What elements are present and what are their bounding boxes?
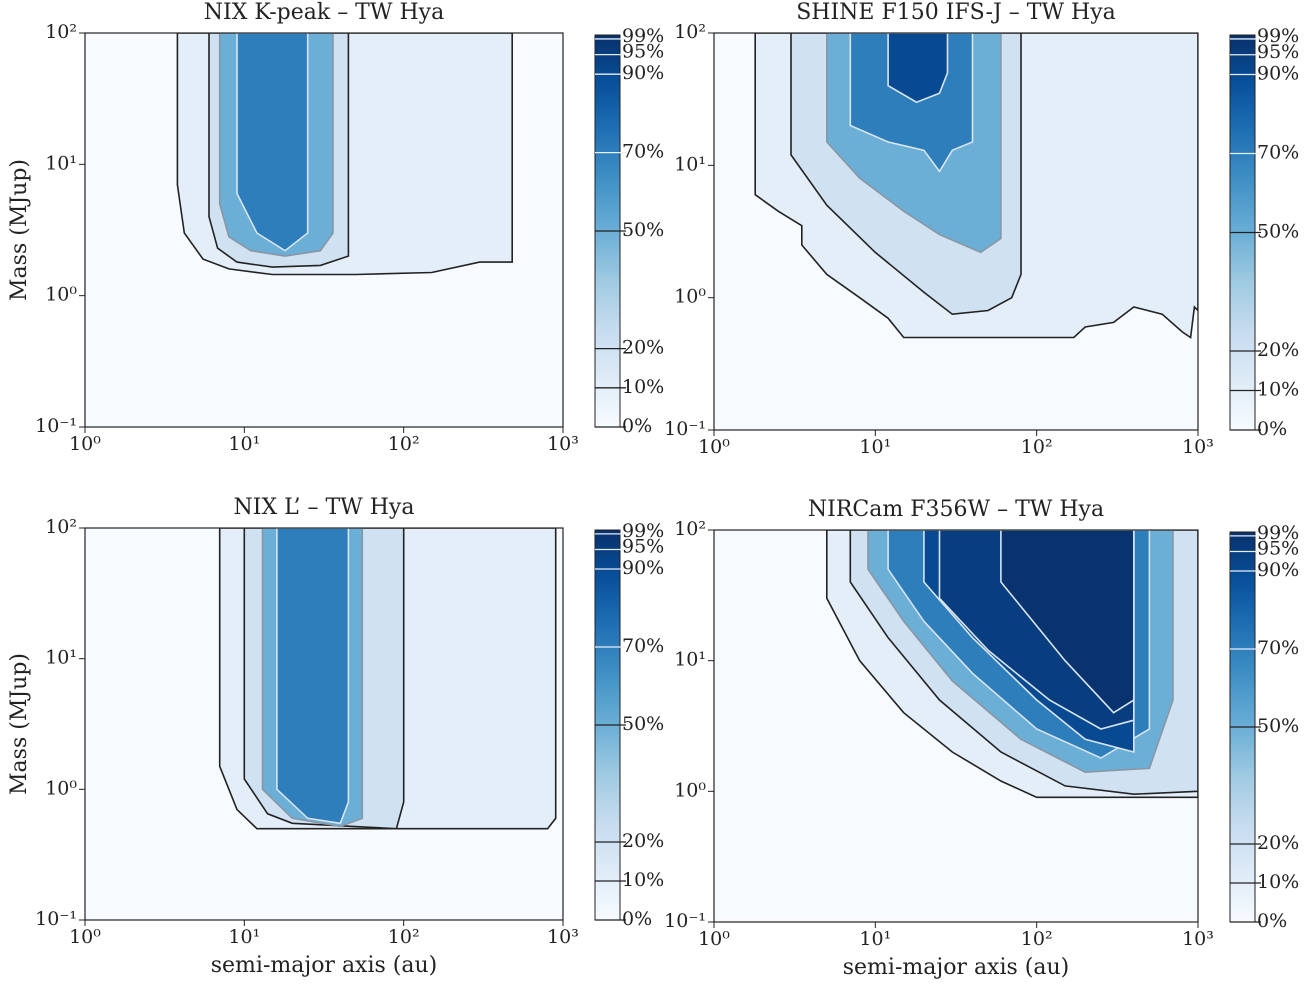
chart-title: NIX L’ – TW Hya bbox=[234, 495, 415, 520]
y-tick-label: 10⁻¹ bbox=[664, 910, 706, 932]
y-tick-label: 10² bbox=[45, 516, 77, 538]
colorbar-tick-label: 90% bbox=[1257, 63, 1299, 85]
contour bbox=[887, 33, 949, 104]
x-tick-label: 10⁰ bbox=[698, 436, 730, 458]
x-tick-label: 10² bbox=[388, 433, 420, 455]
colorbar-tick-label: 90% bbox=[1257, 559, 1299, 581]
y-tick-label: 10¹ bbox=[45, 647, 77, 669]
contour-group bbox=[218, 528, 557, 830]
x-tick-label: 10¹ bbox=[859, 928, 891, 950]
x-tick-label: 10¹ bbox=[859, 436, 891, 458]
x-tick-label: 10³ bbox=[547, 433, 579, 455]
colorbar-tick-label: 95% bbox=[622, 41, 664, 63]
colorbar-tick-label: 20% bbox=[1257, 832, 1299, 854]
x-tick-label: 10¹ bbox=[228, 926, 260, 948]
y-tick-label: 10¹ bbox=[674, 649, 706, 671]
colorbar-tick-label: 50% bbox=[1257, 715, 1299, 737]
colorbar-tick-label: 70% bbox=[1257, 142, 1299, 164]
x-tick-label: 10² bbox=[1021, 928, 1053, 950]
colorbar-tick-label: 99% bbox=[622, 520, 664, 542]
y-tick-label: 10⁰ bbox=[674, 286, 706, 308]
colorbar-tick-label: 70% bbox=[622, 635, 664, 657]
y-tick-label: 10⁻¹ bbox=[664, 418, 706, 440]
colorbar-tick-label: 95% bbox=[622, 536, 664, 558]
colorbar-tick-label: 10% bbox=[622, 376, 664, 398]
y-tick-label: 10² bbox=[674, 518, 706, 540]
contour bbox=[1000, 530, 1135, 714]
chart-title: NIRCam F356W – TW Hya bbox=[808, 497, 1104, 522]
plot-frame bbox=[713, 32, 1199, 431]
chart-title: SHINE F150 IFS-J – TW Hya bbox=[796, 0, 1116, 25]
colorbar-tick-label: 90% bbox=[622, 62, 664, 84]
colorbar-tick-label: 20% bbox=[622, 830, 664, 852]
colorbar-tick-label: 50% bbox=[1257, 221, 1299, 243]
y-tick-label: 10⁰ bbox=[45, 777, 77, 799]
plot-frame bbox=[84, 32, 564, 428]
colorbar-tick-label: 0% bbox=[1257, 418, 1287, 440]
colorbar-tick-label: 10% bbox=[622, 869, 664, 891]
colorbar-tick-label: 0% bbox=[1257, 910, 1287, 932]
contour-group bbox=[826, 530, 1198, 799]
y-tick-label: 10⁰ bbox=[674, 779, 706, 801]
x-tick-label: 10⁰ bbox=[69, 926, 101, 948]
contour bbox=[236, 33, 309, 252]
colorbar-tick-label: 95% bbox=[1257, 538, 1299, 560]
colorbar-tick-label: 95% bbox=[1257, 41, 1299, 63]
chart-title: NIX K-peak – TW Hya bbox=[204, 0, 444, 25]
plot-frame bbox=[713, 529, 1199, 923]
y-axis-label: Mass (MJup) bbox=[7, 159, 32, 301]
contour bbox=[276, 528, 350, 825]
colorbar-tick-label: 70% bbox=[1257, 637, 1299, 659]
x-tick-label: 10¹ bbox=[228, 433, 260, 455]
plot-frame bbox=[84, 527, 564, 921]
y-tick-label: 10² bbox=[674, 21, 706, 43]
x-axis-label: semi-major axis (au) bbox=[211, 953, 438, 978]
colorbar-tick-label: 0% bbox=[622, 415, 652, 437]
y-tick-label: 10¹ bbox=[45, 152, 77, 174]
x-tick-label: 10³ bbox=[1182, 436, 1214, 458]
y-tick-label: 10⁻¹ bbox=[35, 908, 77, 930]
colorbar-tick-label: 10% bbox=[1257, 379, 1299, 401]
colorbar-tick-label: 50% bbox=[622, 713, 664, 735]
colorbar-tick-label: 0% bbox=[622, 908, 652, 930]
colorbar-tick-label: 50% bbox=[622, 219, 664, 241]
x-tick-label: 10⁰ bbox=[698, 928, 730, 950]
colorbar-tick-label: 70% bbox=[622, 141, 664, 163]
contour-group bbox=[754, 33, 1198, 339]
x-tick-label: 10² bbox=[388, 926, 420, 948]
colorbar-tick-label: 99% bbox=[622, 25, 664, 47]
contour-group bbox=[176, 33, 513, 276]
y-tick-label: 10⁰ bbox=[45, 284, 77, 306]
x-axis-label: semi-major axis (au) bbox=[843, 955, 1070, 980]
y-tick-label: 10¹ bbox=[674, 153, 706, 175]
y-tick-label: 10² bbox=[45, 21, 77, 43]
x-tick-label: 10⁰ bbox=[69, 433, 101, 455]
y-axis-label: Mass (MJup) bbox=[7, 653, 32, 795]
colorbar-tick-label: 99% bbox=[1257, 25, 1299, 47]
colorbar-tick-label: 20% bbox=[622, 337, 664, 359]
x-tick-label: 10³ bbox=[1182, 928, 1214, 950]
colorbar-tick-label: 99% bbox=[1257, 522, 1299, 544]
colorbar-tick-label: 90% bbox=[622, 557, 664, 579]
colorbar-tick-label: 10% bbox=[1257, 871, 1299, 893]
colorbar-tick-label: 20% bbox=[1257, 339, 1299, 361]
x-tick-label: 10² bbox=[1021, 436, 1053, 458]
x-tick-label: 10³ bbox=[547, 926, 579, 948]
y-tick-label: 10⁻¹ bbox=[35, 415, 77, 437]
